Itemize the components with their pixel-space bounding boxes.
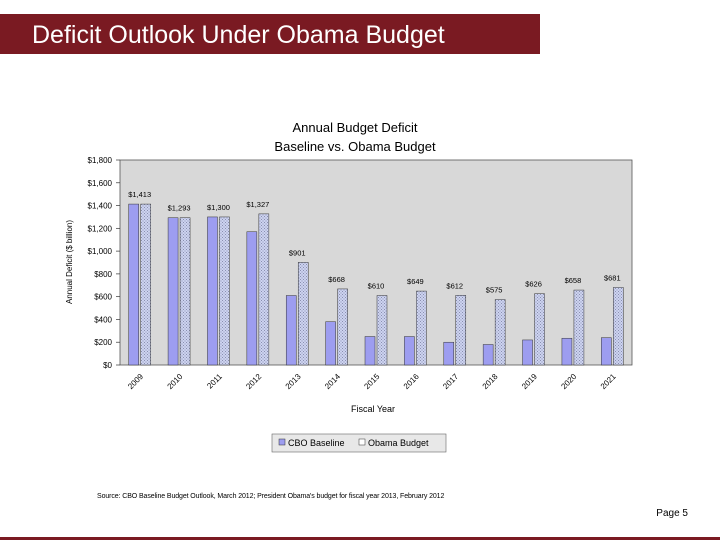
bar-cbo-baseline: [364, 336, 376, 366]
bar-cbo-baseline: [443, 341, 455, 366]
bar-obama-budget: [494, 299, 506, 366]
title-bar: [0, 14, 540, 54]
slide-title: Deficit Outlook Under Obama Budget: [32, 21, 445, 49]
bar-cbo-baseline: [128, 203, 139, 366]
y-tick-label: $1,400: [88, 202, 113, 211]
x-tick-label: 2020: [559, 372, 578, 391]
bars: $1,413 $1,293 $1,300 $1,327 $901 $668 $610 $649…: [128, 190, 624, 366]
x-tick-label: 2012: [244, 372, 263, 391]
data-label: $668: [328, 275, 345, 284]
chart-subtitle: Baseline vs. Obama Budget: [274, 139, 436, 154]
x-tick-label: 2014: [323, 372, 342, 391]
x-tick-label: 2010: [166, 372, 185, 391]
footer-rule: [0, 537, 720, 540]
bar-obama-budget: [613, 287, 624, 366]
x-tick-label: 2016: [402, 372, 421, 391]
data-label: $1,293: [168, 204, 191, 213]
data-label: $1,413: [128, 190, 151, 199]
x-tick-label: 2018: [481, 372, 500, 391]
legend-swatch-obama: [358, 438, 366, 446]
data-label: $1,300: [207, 203, 230, 212]
data-label: $658: [565, 276, 582, 285]
y-tick-label: $1,800: [88, 156, 113, 165]
data-label: $575: [486, 286, 503, 295]
bar-obama-budget: [179, 217, 191, 366]
y-tick-label: $400: [94, 315, 112, 324]
data-label: $1,327: [246, 200, 269, 209]
bar-cbo-baseline: [207, 216, 218, 366]
bar-cbo-baseline: [561, 337, 573, 366]
chart-title: Annual Budget Deficit: [292, 120, 417, 135]
x-axis: 2009 2010 2011 2012 2013 2014 2015 2016 2017 2018…: [126, 372, 618, 391]
bar-obama-budget: [416, 290, 427, 366]
x-tick-label: 2017: [441, 372, 460, 391]
legend-swatch-baseline: [278, 438, 286, 446]
y-axis: $0 $200 $400 $600 $800 $1,000 $1,200 $1,400 $1,6…: [88, 156, 120, 370]
bar-cbo-baseline: [325, 321, 336, 366]
bar-cbo-baseline: [404, 336, 415, 366]
bar-obama-budget: [258, 213, 270, 366]
legend: CBO Baseline Obama Budget: [271, 433, 447, 453]
legend-label-obama: Obama Budget: [368, 438, 429, 448]
bar-cbo-baseline: [285, 295, 297, 366]
y-tick-label: $1,000: [88, 247, 113, 256]
data-label: $681: [604, 273, 621, 282]
x-tick-label: 2013: [284, 372, 303, 391]
bar-obama-budget: [534, 293, 545, 366]
x-tick-label: 2021: [599, 372, 618, 391]
y-tick-label: $1,600: [88, 179, 113, 188]
x-tick-label: 2015: [362, 372, 381, 391]
bar-cbo-baseline: [482, 344, 494, 366]
bar-obama-budget: [337, 288, 348, 366]
bar-obama-budget: [455, 295, 467, 366]
bar-cbo-baseline: [246, 231, 258, 366]
y-axis-label: Annual Deficit ($ billion): [65, 220, 74, 304]
x-axis-label: Fiscal Year: [351, 404, 395, 414]
y-tick-label: $200: [94, 338, 112, 347]
data-label: $626: [525, 280, 542, 289]
bar-cbo-baseline: [601, 337, 612, 366]
bar-obama-budget: [219, 216, 230, 366]
data-label: $610: [368, 282, 385, 291]
x-tick-label: 2019: [520, 372, 539, 391]
x-tick-label: 2011: [205, 372, 224, 391]
bar-obama-budget: [573, 289, 585, 366]
plot-area: [119, 159, 633, 366]
bar-cbo-baseline: [522, 339, 533, 366]
x-tick-label: 2009: [126, 372, 145, 391]
bar-cbo-baseline: [167, 217, 179, 366]
y-tick-label: $800: [94, 270, 112, 279]
source-note: Source: CBO Baseline Budget Outlook, Mar…: [97, 493, 445, 500]
data-label: $649: [407, 277, 424, 286]
y-tick-label: $0: [103, 361, 112, 370]
y-tick-label: $1,200: [88, 224, 113, 233]
data-label: $901: [289, 248, 306, 257]
y-tick-label: $600: [94, 293, 112, 302]
bar-obama-budget: [376, 295, 388, 366]
page-number: Page 5: [656, 508, 688, 519]
bar-obama-budget: [297, 262, 309, 366]
data-label: $612: [446, 281, 463, 290]
legend-label-baseline: CBO Baseline: [288, 438, 345, 448]
bar-obama-budget: [140, 203, 151, 366]
